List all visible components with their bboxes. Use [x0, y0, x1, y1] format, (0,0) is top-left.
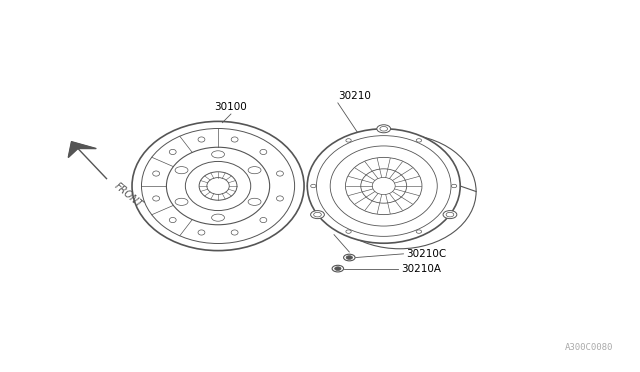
Ellipse shape [198, 230, 205, 235]
Ellipse shape [231, 137, 238, 142]
Text: A300C0080: A300C0080 [564, 343, 613, 352]
Ellipse shape [323, 134, 476, 249]
Ellipse shape [170, 150, 176, 154]
Ellipse shape [276, 171, 284, 176]
Ellipse shape [260, 150, 267, 154]
Text: 30210: 30210 [338, 91, 371, 101]
Ellipse shape [231, 230, 238, 235]
Ellipse shape [446, 212, 454, 217]
Polygon shape [68, 142, 96, 157]
Ellipse shape [377, 125, 390, 133]
Ellipse shape [175, 198, 188, 205]
Ellipse shape [153, 171, 159, 176]
Text: 30210A: 30210A [401, 264, 441, 274]
Ellipse shape [199, 172, 237, 200]
Ellipse shape [380, 126, 388, 131]
Ellipse shape [248, 198, 261, 205]
Ellipse shape [166, 147, 269, 225]
Ellipse shape [346, 139, 351, 142]
Ellipse shape [346, 256, 353, 259]
Ellipse shape [175, 167, 188, 174]
Ellipse shape [276, 196, 284, 201]
Ellipse shape [344, 254, 355, 261]
Ellipse shape [314, 212, 321, 217]
Ellipse shape [330, 146, 437, 226]
Ellipse shape [310, 211, 324, 219]
Ellipse shape [372, 177, 395, 195]
Ellipse shape [260, 218, 267, 222]
Ellipse shape [170, 218, 176, 222]
Ellipse shape [443, 211, 457, 219]
Ellipse shape [316, 136, 451, 236]
Ellipse shape [212, 151, 225, 158]
Ellipse shape [132, 121, 304, 251]
Ellipse shape [141, 128, 294, 244]
Ellipse shape [416, 139, 422, 142]
Text: FRONT: FRONT [113, 180, 145, 209]
Ellipse shape [451, 184, 457, 188]
Ellipse shape [310, 184, 316, 188]
Text: 30100: 30100 [214, 102, 247, 112]
Ellipse shape [153, 196, 159, 201]
Ellipse shape [248, 167, 261, 174]
Ellipse shape [212, 214, 225, 221]
Ellipse shape [332, 265, 344, 272]
Ellipse shape [207, 177, 229, 195]
Ellipse shape [186, 161, 251, 211]
Ellipse shape [346, 157, 422, 215]
Text: 30210C: 30210C [406, 249, 446, 259]
Ellipse shape [335, 267, 341, 270]
Ellipse shape [416, 230, 422, 233]
Ellipse shape [198, 137, 205, 142]
Ellipse shape [346, 230, 351, 233]
Ellipse shape [307, 129, 460, 243]
Ellipse shape [361, 169, 406, 203]
